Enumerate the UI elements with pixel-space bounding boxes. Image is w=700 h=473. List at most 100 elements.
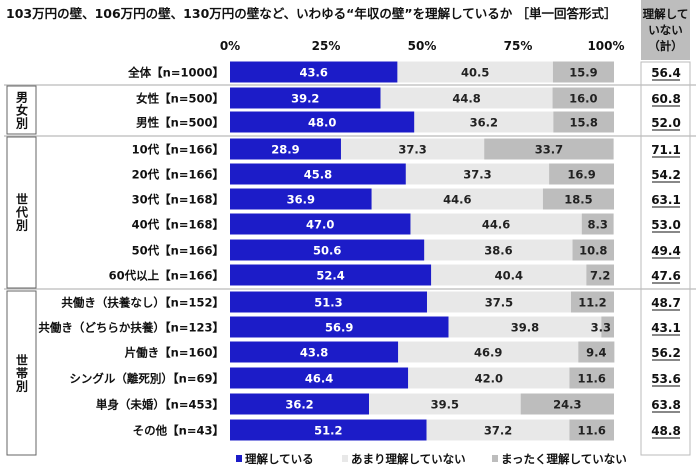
side-value: 49.4 (651, 244, 681, 258)
bar-segment-3 (570, 291, 614, 313)
bar-segment-3 (553, 111, 614, 133)
bar-segment-1 (230, 188, 372, 210)
data-label: 40.5 (461, 66, 489, 80)
bar-segment-2 (340, 138, 485, 160)
data-label: 43.8 (300, 346, 328, 360)
category-label: 共働き（どちらか扶養）【n=123】 (38, 321, 224, 335)
bar-row: 女性【n=500】 39.2 44.8 16.0 (136, 87, 614, 109)
x-tick-label: 25% (312, 39, 341, 53)
bar-row: 60代以上【n=166】 52.4 40.4 7.2 (109, 264, 614, 286)
data-label: 36.2 (285, 398, 313, 412)
bar-row: 30代【n=168】 36.9 44.6 18.5 (132, 188, 614, 210)
data-label: 18.5 (564, 193, 592, 207)
bar-segment-2 (397, 61, 553, 83)
category-label: 60代以上【n=166】 (109, 269, 224, 283)
bar-segment-3 (520, 393, 614, 415)
data-label: 15.9 (569, 66, 597, 80)
category-label: 全体【n=1000】 (127, 66, 224, 80)
side-header-bg (641, 0, 690, 60)
data-label: 16.9 (567, 168, 595, 182)
side-value: 56.2 (651, 346, 681, 360)
group-label-gender: 男女別 (7, 86, 36, 134)
group-label-text: 世帯別 (14, 353, 29, 393)
data-label: 33.7 (535, 143, 563, 157)
bar-row: 50代【n=166】 50.6 38.6 10.8 (132, 239, 614, 261)
data-label: 3.3 (591, 321, 611, 335)
side-value: 54.2 (651, 168, 681, 182)
bar-segment-1 (230, 341, 399, 363)
bar-segment-2 (431, 264, 587, 286)
data-label: 28.9 (271, 143, 299, 157)
category-label: 50代【n=166】 (132, 244, 224, 258)
data-label: 40.4 (495, 269, 523, 283)
data-label: 16.0 (569, 92, 597, 106)
bar-segment-1 (230, 61, 398, 83)
bar-segment-2 (426, 419, 570, 441)
bar-segment-3 (552, 87, 614, 109)
bar-segment-2 (398, 341, 579, 363)
bar-row: シングル（離死別）【n=69】 46.4 42.0 11.6 (69, 367, 614, 389)
data-label: 46.9 (474, 346, 502, 360)
group-box (6, 136, 37, 289)
bar-row: 単身（未婚）【n=453】 36.2 39.5 24.3 (96, 393, 614, 415)
bar-segment-2 (408, 367, 570, 389)
bar-segment-3 (484, 138, 614, 160)
bar-segment-3 (569, 419, 614, 441)
category-label: シングル（離死別）【n=69】 (69, 372, 224, 386)
bar-segment-2 (426, 291, 571, 313)
data-label: 44.8 (452, 92, 480, 106)
bar-segment-1 (230, 87, 381, 109)
bar-row: 片働き【n=160】 43.8 46.9 9.4 (125, 341, 615, 363)
data-label: 44.6 (482, 218, 510, 232)
bar-row: 20代【n=166】 45.8 37.3 16.9 (132, 163, 614, 185)
category-label: 20代【n=166】 (132, 168, 224, 182)
category-label: 30代【n=168】 (132, 193, 224, 207)
x-tick-label: 0% (220, 39, 240, 53)
data-label: 7.2 (590, 269, 610, 283)
bar-segment-2 (410, 213, 582, 235)
data-label: 43.6 (300, 66, 328, 80)
side-value: 48.8 (651, 424, 681, 438)
data-label: 11.6 (578, 424, 606, 438)
x-tick-label: 100% (587, 39, 624, 53)
bar-segment-2 (405, 163, 550, 185)
chart-title: 103万円の壁、106万円の壁、130万円の壁など、いわゆる“年収の壁”を理解し… (6, 6, 617, 21)
side-value: 43.1 (651, 321, 681, 335)
category-label: 共働き（扶養なし）【n=152】 (61, 296, 224, 310)
bar-row: 男性【n=500】 48.0 36.2 15.8 (136, 111, 614, 133)
bar-segment-1 (230, 291, 427, 313)
side-value: 47.6 (651, 269, 681, 283)
x-tick-label: 75% (504, 39, 533, 53)
side-value: 63.8 (651, 398, 681, 412)
bar-segment-3 (586, 264, 614, 286)
data-label: 36.2 (470, 116, 498, 130)
legend-label: 理解している (245, 452, 314, 466)
data-label: 11.6 (578, 372, 606, 386)
data-label: 24.3 (553, 398, 581, 412)
data-label: 46.4 (305, 372, 333, 386)
data-label: 52.4 (316, 269, 344, 283)
data-label: 9.4 (586, 346, 606, 360)
category-label: その他【n=43】 (133, 424, 224, 438)
side-value: 56.4 (651, 66, 681, 80)
side-value: 52.0 (651, 116, 681, 130)
group-label-household: 世帯別 (7, 291, 36, 455)
side-value: 60.8 (651, 92, 681, 106)
side-header-label: 理解して (643, 7, 689, 21)
data-label: 44.6 (443, 193, 471, 207)
category-label: 10代【n=166】 (132, 143, 224, 157)
side-header-label: いない (648, 23, 683, 37)
legend-swatch (492, 455, 498, 462)
data-label: 51.2 (314, 424, 342, 438)
bar-segment-1 (230, 419, 427, 441)
category-label: 片働き【n=160】 (125, 346, 224, 360)
bar-segment-3 (569, 367, 614, 389)
side-value: 53.6 (651, 372, 681, 386)
side-header-label: （計） (648, 39, 683, 53)
data-label: 37.5 (485, 296, 513, 310)
bar-row: 10代【n=166】 28.9 37.3 33.7 (132, 138, 614, 160)
group-label-text: 男女別 (14, 90, 29, 130)
bar-segment-2 (414, 111, 554, 133)
bar-segment-3 (542, 188, 614, 210)
